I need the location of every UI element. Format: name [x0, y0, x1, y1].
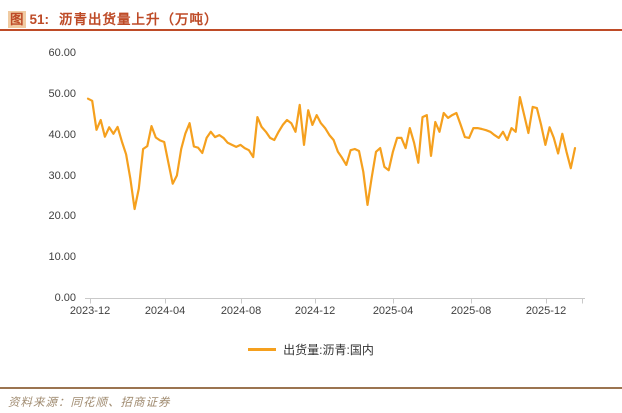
plot-svg [85, 95, 585, 304]
x-axis-labels: 2023-12 2024-04 2024-08 2024-12 2025-04 2025-… [70, 304, 595, 320]
title-underline [0, 29, 622, 31]
legend: 出货量:沥青:国内 [0, 341, 622, 357]
y-tick-label: 10.00 [48, 251, 76, 264]
y-tick-label: 50.00 [48, 87, 76, 100]
x-tick-label: 2024-04 [144, 305, 186, 317]
y-axis-labels: 60.00 50.00 40.00 30.00 20.00 10.00 0.00 [6, 47, 76, 304]
x-tick-label: 2025-12 [525, 305, 567, 317]
x-tick-label: 2023-12 [69, 305, 111, 317]
plot-area [85, 53, 585, 305]
x-tick-label: 2025-04 [372, 305, 414, 317]
y-tick-label: 60.00 [48, 47, 76, 59]
x-tick-label: 2025-08 [450, 305, 492, 317]
y-tick-label: 0.00 [54, 292, 76, 304]
y-tick-label: 40.00 [48, 128, 76, 141]
y-tick-label: 30.00 [48, 169, 76, 182]
source-note: 资料来源：同花顺、招商证券 [8, 397, 171, 409]
legend-line-swatch [248, 347, 277, 351]
figure-header: 图 51: 沥青出货量上升（万吨） [8, 8, 219, 28]
figure-number: 51: [29, 12, 50, 27]
x-tick-label: 2024-08 [220, 305, 262, 317]
figure-badge: 图 [8, 11, 26, 28]
footer-divider [0, 387, 622, 389]
x-tick-label: 2024-12 [294, 305, 336, 317]
series-line-asphalt-shipments [86, 95, 577, 211]
line-chart: 60.00 50.00 40.00 30.00 20.00 10.00 0.00 2023-… [0, 40, 622, 332]
legend-label: 出货量:沥青:国内 [283, 342, 374, 357]
figure-title: 沥青出货量上升（万吨） [59, 12, 219, 27]
y-tick-label: 20.00 [48, 210, 76, 223]
